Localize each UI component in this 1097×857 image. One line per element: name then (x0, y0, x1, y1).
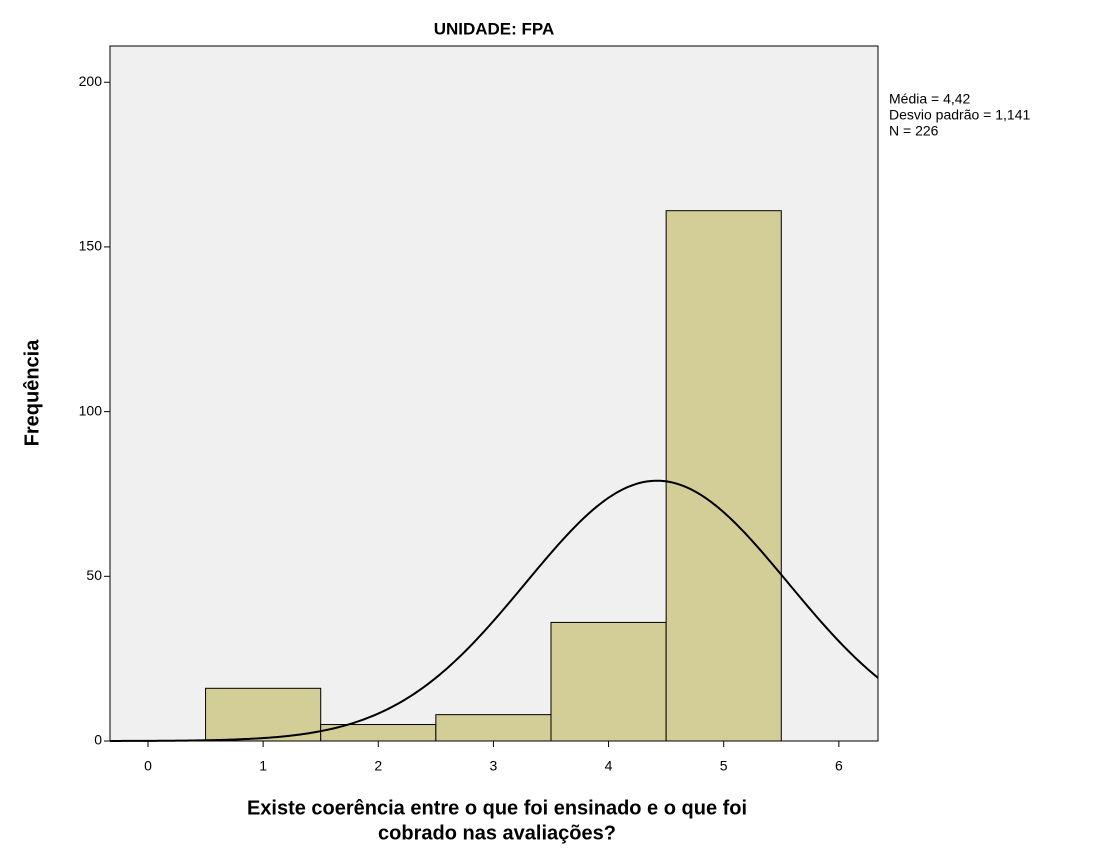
y-tick-label: 50 (86, 567, 102, 583)
x-tick-label: 1 (259, 758, 267, 774)
y-axis-label: Frequência (21, 339, 43, 447)
normal-curve (109, 479, 879, 742)
y-tick-label: 200 (79, 73, 103, 89)
x-axis-label: cobrado nas avaliações? (378, 822, 616, 844)
bar (665, 210, 782, 742)
x-tick-label: 0 (144, 758, 152, 774)
y-tick-label: 150 (79, 238, 103, 254)
x-axis-label: Existe coerência entre o que foi ensinad… (247, 797, 747, 819)
x-tick-label: 4 (605, 758, 613, 774)
bar (435, 714, 552, 742)
bar (550, 621, 667, 742)
bar (205, 687, 322, 742)
y-tick-label: 0 (94, 732, 102, 748)
x-tick-label: 6 (835, 758, 843, 774)
stat-annotation: N = 226 (889, 123, 939, 139)
stat-annotation: Desvio padrão = 1,141 (889, 107, 1030, 123)
chart-title: UNIDADE: FPA (434, 19, 555, 38)
y-tick-label: 100 (79, 402, 103, 418)
x-tick-label: 2 (374, 758, 382, 774)
x-tick-label: 3 (490, 758, 498, 774)
stat-annotation: Média = 4,42 (889, 91, 971, 107)
x-tick-label: 5 (720, 758, 728, 774)
